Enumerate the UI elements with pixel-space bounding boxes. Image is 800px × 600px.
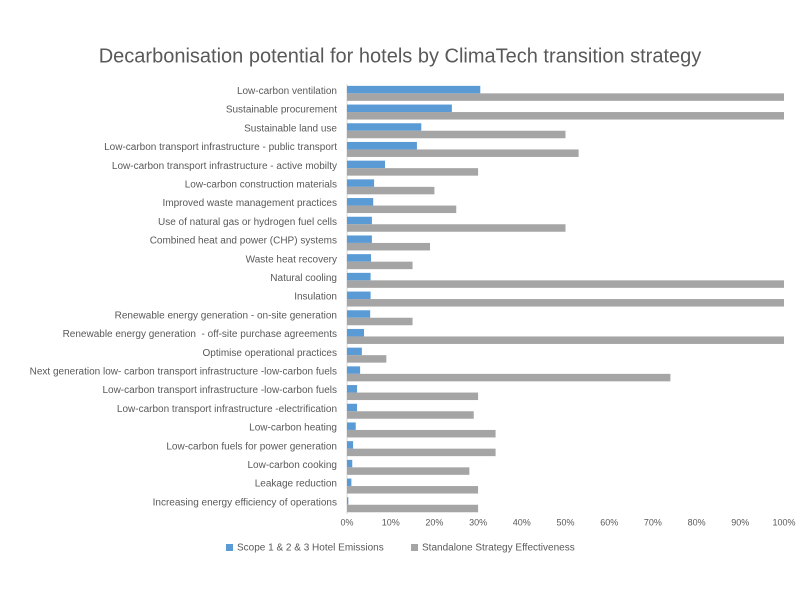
x-tick-label: 70%: [644, 517, 662, 527]
x-tick-label: 30%: [469, 517, 487, 527]
x-tick-label: 10%: [382, 517, 400, 527]
y-tick-label: Renewable energy generation - on-site ge…: [115, 310, 337, 321]
x-tick-label: 20%: [425, 517, 443, 527]
bar: [347, 130, 566, 139]
bar: [347, 104, 452, 113]
legend-swatch: [411, 544, 418, 551]
bar: [347, 291, 371, 300]
bar: [347, 385, 358, 393]
y-tick-label: Low-carbon heating: [249, 423, 337, 434]
bar: [347, 347, 362, 356]
bar: [347, 160, 386, 169]
bar: [347, 179, 375, 187]
bar: [347, 459, 353, 468]
y-tick-label: Sustainable land use: [244, 123, 337, 134]
bar: [347, 93, 784, 101]
bar: [347, 186, 435, 195]
bar: [347, 422, 356, 430]
bar: [347, 478, 352, 487]
bar: [347, 261, 413, 270]
bar: [347, 216, 372, 225]
x-tick-label: 0%: [340, 517, 353, 527]
bar: [347, 403, 358, 412]
x-tick-label: 100%: [772, 517, 795, 527]
bar: [347, 299, 784, 307]
bar: [347, 235, 372, 243]
bar: [347, 123, 422, 131]
bar: [347, 355, 387, 363]
x-tick-label: 80%: [688, 517, 706, 527]
y-tick-label: Renewable energy generation - off-site p…: [63, 329, 337, 340]
y-tick-label: Low-carbon fuels for power generation: [166, 441, 337, 452]
y-tick-label: Low-carbon transport infrastructure - ac…: [112, 161, 337, 172]
bar: [347, 310, 371, 318]
bar: [347, 280, 784, 288]
bar: [347, 141, 417, 150]
bar: [347, 242, 431, 251]
bar: [347, 254, 372, 262]
x-tick-label: 50%: [556, 517, 574, 527]
bar: [347, 328, 365, 337]
bar: [347, 497, 349, 505]
bar: [347, 168, 479, 176]
bar: [347, 504, 479, 513]
y-tick-label: Leakage reduction: [255, 479, 337, 490]
y-tick-label: Use of natural gas or hydrogen fuel cell…: [158, 217, 337, 228]
y-tick-label: Low-carbon transport infrastructure - pu…: [104, 142, 337, 153]
bar: [347, 392, 479, 401]
bar: [347, 149, 579, 157]
legend-label: Scope 1 & 2 & 3 Hotel Emissions: [237, 543, 384, 554]
bar: [347, 272, 371, 281]
y-tick-label: Low-carbon transport infrastructure -ele…: [117, 404, 337, 415]
bar: [347, 205, 457, 214]
y-tick-label: Waste heat recovery: [246, 254, 337, 265]
bar: [347, 486, 479, 494]
bar: [347, 336, 784, 344]
x-tick-label: 90%: [731, 517, 749, 527]
y-tick-label: Increasing energy efficiency of operatio…: [153, 497, 337, 508]
bar: [347, 198, 374, 206]
legend-label: Standalone Strategy Effectiveness: [422, 543, 575, 554]
x-tick-label: 40%: [513, 517, 531, 527]
y-tick-label: Optimise operational practices: [202, 348, 337, 359]
legend-swatch: [226, 544, 233, 551]
y-tick-label: Low-carbon construction materials: [185, 179, 337, 190]
bar: [347, 317, 413, 326]
y-tick-label: Low-carbon ventilation: [237, 86, 337, 97]
bar: [347, 366, 361, 374]
bar: [347, 224, 566, 232]
y-tick-label: Low-carbon cooking: [248, 460, 338, 471]
chart-title: Decarbonisation potential for hotels by …: [99, 45, 702, 67]
bar: [347, 112, 784, 120]
y-tick-label: Improved waste management practices: [162, 198, 337, 209]
y-tick-label: Natural cooling: [270, 273, 337, 284]
y-tick-label: Sustainable procurement: [226, 105, 337, 116]
x-tick-label: 60%: [600, 517, 618, 527]
bar: [347, 411, 474, 419]
bar: [347, 467, 470, 475]
bar: [347, 85, 481, 94]
bar: [347, 429, 496, 438]
bar: [347, 441, 354, 449]
bar: [347, 448, 496, 457]
y-tick-label: Low-carbon transport infrastructure -low…: [102, 385, 337, 396]
y-tick-label: Combined heat and power (CHP) systems: [150, 236, 337, 247]
y-tick-label: Insulation: [294, 292, 337, 303]
bar: [347, 373, 671, 382]
y-tick-label: Next generation low- carbon transport in…: [30, 366, 337, 377]
